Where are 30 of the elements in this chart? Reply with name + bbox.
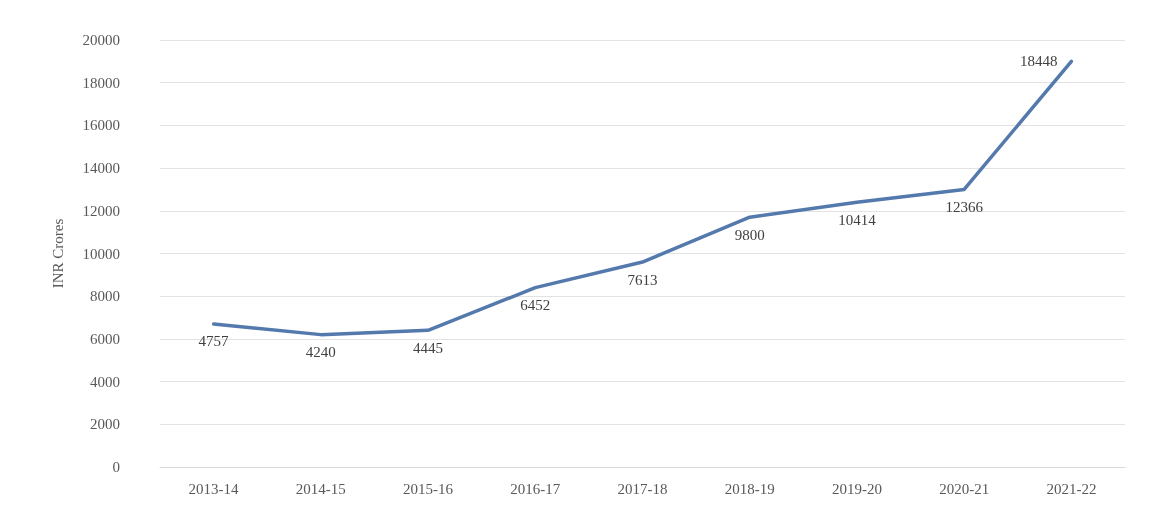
y-tick-label: 10000 — [82, 245, 120, 262]
x-tick-label: 2015-16 — [403, 480, 454, 497]
x-tick-label: 2013-14 — [188, 480, 240, 497]
x-tick-label: 2014-15 — [295, 480, 346, 497]
y-tick-label: 16000 — [82, 117, 120, 134]
y-tick-label: 14000 — [82, 160, 120, 177]
x-tick-label: 2021-22 — [1046, 480, 1097, 497]
x-tick-label: 2016-17 — [510, 480, 561, 497]
annotation: 18448 — [1019, 53, 1058, 70]
y-tick-label: 0 — [112, 459, 120, 475]
y-tick-label: 18000 — [82, 74, 120, 91]
y-tick-label: 12000 — [82, 202, 120, 219]
x-tick-label: 2018-19 — [724, 480, 775, 497]
y-axis-title: INR Crores — [49, 218, 66, 289]
annotation: 10414 — [838, 211, 877, 228]
x-tick-label: 2020-21 — [939, 480, 990, 497]
annotation: 7613 — [627, 271, 658, 288]
x-tick-label: 2017-18 — [617, 480, 668, 497]
annotation: 4445 — [413, 339, 444, 356]
annotation: 4240 — [305, 344, 336, 361]
annotation: 9800 — [734, 226, 765, 243]
y-tick-label: 20000 — [82, 32, 120, 48]
y-tick-label: 8000 — [90, 288, 120, 305]
y-tick-label: 4000 — [90, 373, 120, 390]
annotation: 4757 — [198, 333, 230, 350]
x-tick-label: 2019-20 — [831, 480, 882, 497]
y-tick-label: 6000 — [90, 330, 120, 347]
annotation: 6452 — [520, 297, 551, 314]
y-tick-label: 2000 — [90, 416, 120, 433]
annotation: 12366 — [945, 198, 984, 215]
